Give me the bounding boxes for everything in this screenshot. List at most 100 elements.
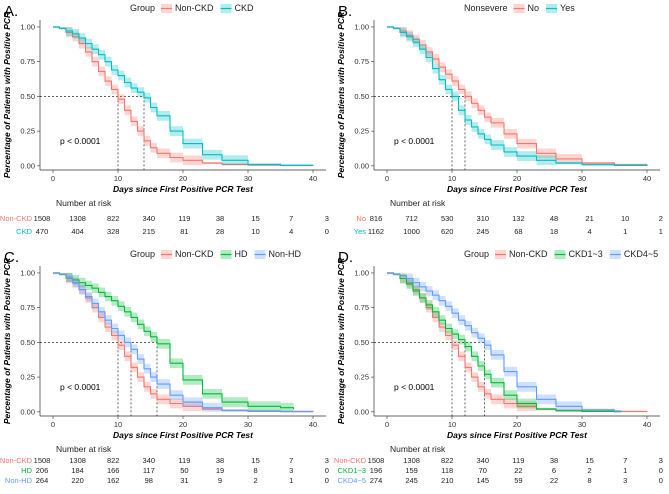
risk-cell: 184 — [71, 466, 84, 475]
risk-cell: 1508 — [34, 456, 51, 465]
risk-cell: 6 — [552, 466, 556, 475]
risk-cell: 822 — [107, 456, 120, 465]
risk-cell: 274 — [370, 476, 383, 485]
legend-title: Group — [464, 249, 489, 259]
risk-cell: 206 — [36, 466, 49, 475]
series-Yes — [387, 26, 648, 166]
risk-cell: 7 — [289, 214, 293, 223]
risk-row-label: Non-CKD — [0, 456, 33, 465]
risk-cell: 59 — [514, 476, 522, 485]
risk-cell: 22 — [514, 466, 522, 475]
x-tick-label: 0 — [51, 174, 55, 183]
legend-title: Group — [130, 3, 155, 13]
y-tick-label: 0.75 — [354, 303, 369, 312]
y-axis-title: Percentage of Patients with Positive PCR — [336, 11, 346, 178]
series-Non-HD — [53, 272, 314, 413]
x-tick-label: 40 — [309, 420, 317, 429]
x-tick-label: 30 — [578, 174, 586, 183]
y-tick-label: 1.00 — [354, 22, 369, 31]
x-axis-title: Days since First Positive PCR Test — [447, 184, 588, 194]
risk-cell: 196 — [370, 466, 383, 475]
x-tick-label: 10 — [114, 420, 122, 429]
legend: Group Non-CKD HD Non-HD — [130, 249, 302, 259]
risk-table-title: Number at risk — [56, 198, 112, 208]
risk-cell: 1162 — [368, 227, 384, 236]
risk-row-label: CKD — [16, 227, 32, 236]
p-value: p < 0.0001 — [394, 382, 435, 392]
risk-cell: 8 — [588, 476, 592, 485]
risk-cell: 7 — [623, 456, 627, 465]
risk-cell: 3 — [659, 456, 663, 465]
confidence-band — [387, 272, 621, 412]
y-tick-label: 1.00 — [20, 268, 35, 277]
median-reference-lines — [374, 96, 466, 170]
y-tick-label: 0.50 — [354, 338, 369, 347]
legend-entry-No: No — [528, 3, 540, 13]
risk-table-title: Number at risk — [56, 444, 112, 454]
risk-cell: 22 — [550, 476, 558, 485]
x-tick-label: 20 — [513, 420, 521, 429]
legend-entry-Non-CKD: Non-CKD — [175, 249, 214, 259]
risk-cell: 38 — [550, 456, 558, 465]
risk-row-label: Non-CKD — [334, 456, 367, 465]
x-tick-label: 30 — [244, 174, 252, 183]
survival-curve — [53, 272, 314, 413]
legend: Group Non-CKD CKD1~3 CKD4~5 — [464, 249, 658, 259]
p-value: p < 0.0001 — [60, 136, 101, 146]
risk-cell: 15 — [251, 456, 259, 465]
y-axis-title: Percentage of Patients with Positive PCR — [336, 257, 346, 424]
series-HD — [53, 272, 295, 412]
series-CKD — [53, 26, 314, 166]
confidence-band — [53, 26, 313, 166]
risk-cell: 4 — [289, 227, 293, 236]
x-tick-label: 30 — [578, 420, 586, 429]
survival-curve — [387, 272, 622, 412]
risk-cell: 340 — [143, 456, 156, 465]
risk-cell: 15 — [585, 456, 593, 465]
risk-cell: 0 — [325, 227, 329, 236]
survival-curve — [53, 26, 314, 167]
x-tick-label: 20 — [179, 420, 187, 429]
risk-cell: 0 — [659, 476, 663, 485]
y-axis-title: Percentage of Patients with Positive PCR — [2, 11, 12, 178]
x-tick-label: 0 — [385, 420, 389, 429]
risk-cell: 3 — [289, 466, 293, 475]
risk-cell: 1 — [623, 466, 627, 475]
x-tick-label: 20 — [513, 174, 521, 183]
risk-table: Number at risk No 816 712 530 310 132 48 21 10 2 Ye… — [354, 198, 663, 236]
risk-cell: 328 — [107, 227, 120, 236]
series-CKD1~3 — [387, 272, 622, 413]
risk-cell: 1 — [659, 227, 663, 236]
x-tick-label: 0 — [51, 420, 55, 429]
risk-cell: 15 — [251, 214, 259, 223]
risk-cell: 8 — [254, 466, 258, 475]
panel-4: D. Group Non-CKD CKD1~3 CKD4~50.000.250.500.… — [334, 249, 663, 485]
risk-cell: 3 — [623, 476, 627, 485]
risk-row-label: No — [356, 214, 366, 223]
panel-label: D. — [338, 249, 353, 266]
risk-cell: 310 — [477, 214, 490, 223]
x-tick-label: 10 — [448, 420, 456, 429]
legend-entry-HD: HD — [235, 249, 248, 259]
risk-cell: 1308 — [69, 456, 86, 465]
x-axis-title: Days since First Positive PCR Test — [447, 430, 588, 440]
risk-cell: 117 — [143, 466, 155, 475]
y-tick-label: 0.25 — [354, 127, 369, 136]
legend-entry-Yes: Yes — [560, 3, 575, 13]
risk-cell: 28 — [216, 227, 224, 236]
y-tick-label: 0.50 — [20, 92, 35, 101]
legend-entry-Non-CKD: Non-CKD — [509, 249, 548, 259]
legend-entry-Non-CKD: Non-CKD — [175, 3, 214, 13]
risk-cell: 0 — [659, 466, 663, 475]
y-tick-label: 1.00 — [20, 22, 35, 31]
y-tick-label: 0.00 — [354, 161, 369, 170]
risk-cell: 162 — [107, 476, 120, 485]
risk-row-label: HD — [21, 466, 32, 475]
risk-cell: 98 — [145, 476, 153, 485]
panel-label: B. — [338, 3, 352, 20]
risk-cell: 210 — [441, 476, 454, 485]
x-tick-label: 40 — [309, 174, 317, 183]
p-value: p < 0.0001 — [60, 382, 101, 392]
